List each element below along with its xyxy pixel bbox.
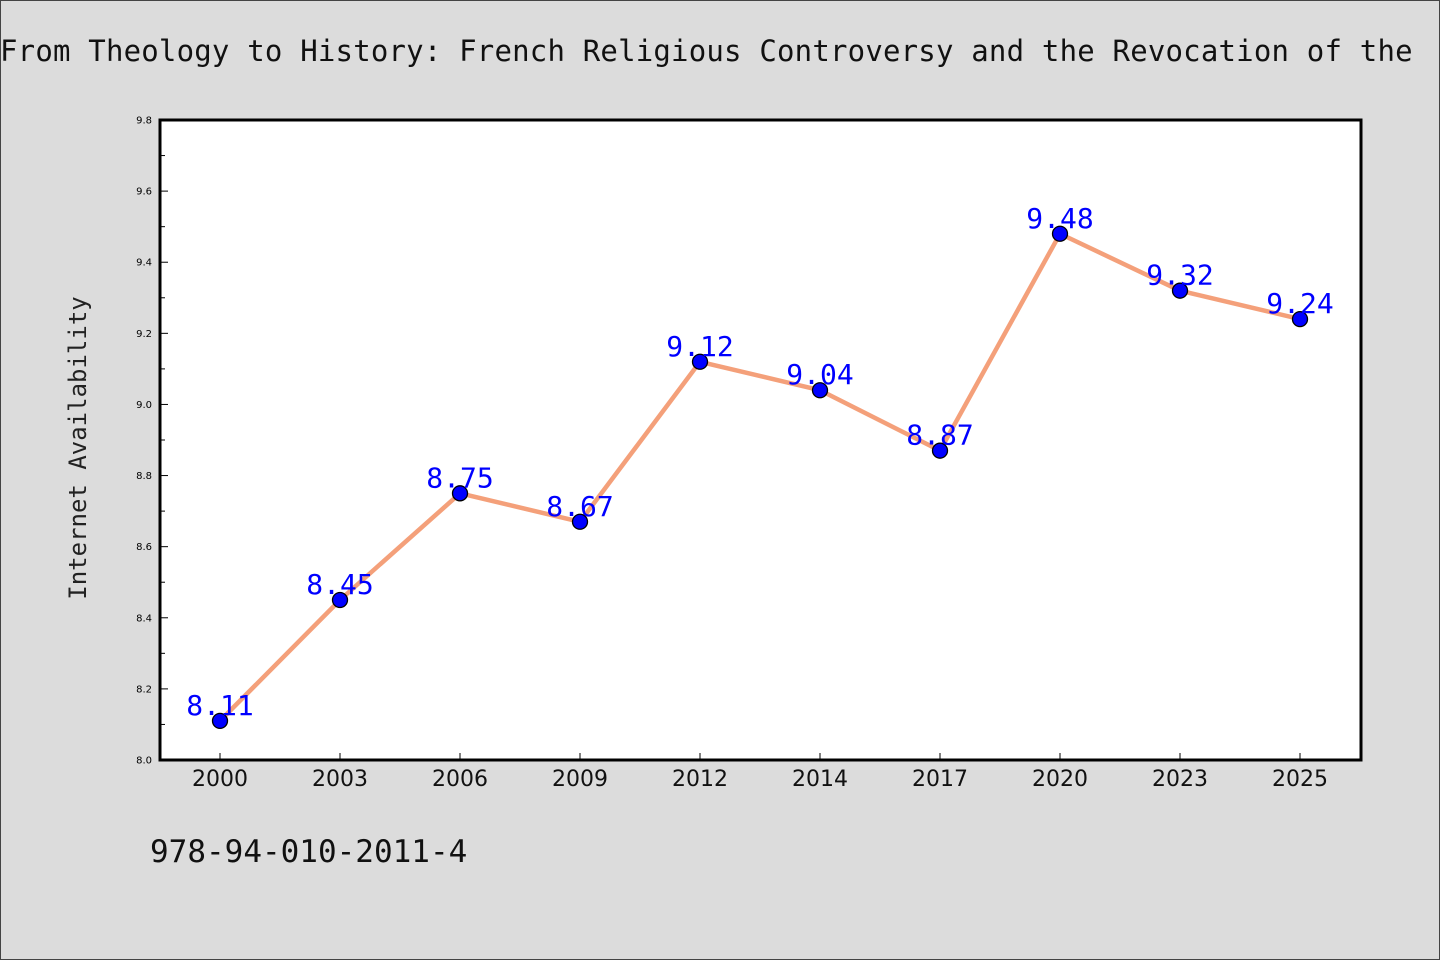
- y-tick-label: 8.8: [136, 471, 152, 482]
- y-axis-ticks: 8.0 8.2 8.4 8.6 8.8 9.0 9.2 9.4 9.6 9.8: [136, 116, 168, 767]
- data-point: [811, 382, 829, 399]
- data-point: [691, 353, 709, 370]
- y-tick-label: 8.0: [136, 756, 152, 767]
- y-tick-label: 9.8: [136, 116, 152, 127]
- x-tick-label: 2017: [912, 767, 968, 792]
- data-label: 9.04: [786, 358, 853, 391]
- y-tick-label: 9.6: [136, 187, 152, 198]
- x-tick-label: 2012: [672, 767, 728, 792]
- plot-border: [158, 118, 1363, 762]
- x-tick-label: 2025: [1272, 767, 1328, 792]
- data-point: [211, 712, 229, 730]
- x-tick-label: 2000: [192, 767, 248, 792]
- x-tick-label: 2003: [312, 767, 368, 792]
- series-layer: [211, 225, 1309, 730]
- data-label: 8.11: [186, 689, 253, 722]
- y-axis-label: Internet Availability: [64, 296, 92, 599]
- y-tick-label: 8.2: [136, 684, 152, 695]
- y-tick-label: 9.0: [136, 400, 152, 411]
- x-axis-ticks: 2000 2003 2006 2009 2012 2014 2017 2020 2023 2025: [192, 753, 1328, 792]
- data-labels-layer: 8.11 8.45 8.75 8.67 9.12 9.04 8.87 9.48 9.32 9.24: [186, 202, 1333, 722]
- series-line: [217, 231, 1303, 724]
- data-point: [1291, 310, 1309, 328]
- y-tick-label: 9.2: [136, 329, 152, 340]
- data-label: 9.24: [1266, 287, 1333, 320]
- y-tick-label: 9.4: [136, 258, 152, 269]
- data-point: [1171, 282, 1189, 299]
- isbn-text: 978-94-010-2011-4: [150, 834, 468, 870]
- data-point: [1051, 225, 1069, 242]
- data-point: [451, 485, 469, 502]
- x-tick-label: 2020: [1032, 767, 1088, 792]
- data-label: 8.75: [426, 461, 493, 494]
- chart-title: From Theology to History: French Religio…: [0, 34, 1413, 68]
- x-tick-label: 2014: [792, 767, 848, 792]
- data-label: 8.87: [906, 419, 973, 452]
- data-label: 9.32: [1146, 259, 1213, 292]
- y-tick-label: 8.4: [136, 613, 152, 624]
- data-label: 9.48: [1026, 202, 1093, 235]
- plot-area: [160, 120, 1361, 760]
- data-point: [571, 513, 589, 530]
- data-point: [931, 442, 949, 459]
- y-tick-label: 8.6: [136, 542, 152, 553]
- x-tick-label: 2023: [1152, 767, 1208, 792]
- x-tick-label: 2006: [432, 767, 488, 792]
- x-tick-label: 2009: [552, 767, 608, 792]
- data-label: 9.12: [666, 330, 733, 363]
- data-point: [331, 591, 349, 609]
- data-label: 8.45: [306, 568, 373, 601]
- data-label: 8.67: [546, 490, 613, 523]
